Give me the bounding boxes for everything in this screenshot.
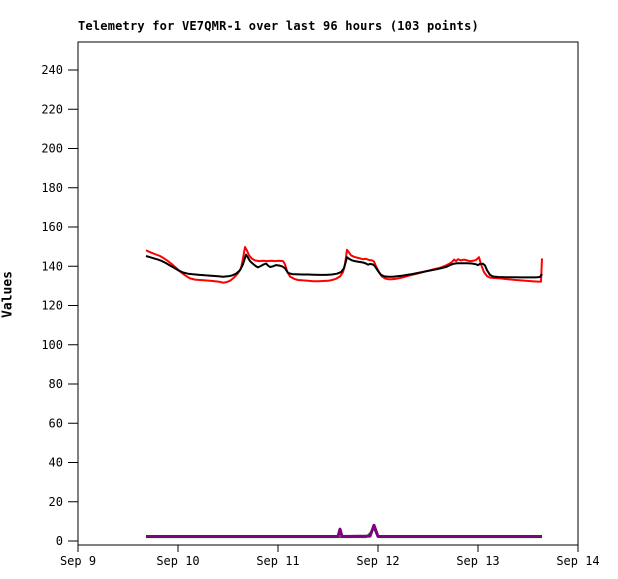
chart-title: Telemetry for VE7QMR-1 over last 96 hour… — [78, 19, 479, 33]
y-tick-label: 20 — [49, 495, 63, 509]
y-tick-label: 160 — [41, 220, 63, 234]
y-tick-label: 120 — [41, 299, 63, 313]
x-tick-label: Sep 9 — [60, 554, 96, 568]
y-tick-label: 200 — [41, 142, 63, 156]
series-line-channel-red — [145, 246, 543, 284]
y-axis-ticks: 0 20 40 60 80 100 120 140 160 180 200 220 240 — [41, 63, 78, 548]
y-tick-label: 0 — [56, 534, 63, 548]
series-line-channel-black — [145, 253, 543, 279]
y-tick-label: 240 — [41, 63, 63, 77]
y-tick-label: 40 — [49, 456, 63, 470]
series-lines — [145, 246, 543, 539]
series-line-channel-purple — [146, 523, 542, 538]
plot-border — [77, 41, 579, 546]
y-tick-label: 60 — [49, 416, 63, 430]
x-tick-label: Sep 13 — [456, 554, 499, 568]
x-tick-label: Sep 10 — [156, 554, 199, 568]
x-tick-label: Sep 14 — [556, 554, 599, 568]
x-axis-ticks: Sep 9 Sep 10 Sep 11 Sep 12 Sep 13 Sep 14 — [60, 545, 600, 568]
x-tick-label: Sep 11 — [256, 554, 299, 568]
x-tick-label: Sep 12 — [356, 554, 399, 568]
y-tick-label: 220 — [41, 102, 63, 116]
y-tick-label: 80 — [49, 377, 63, 391]
y-tick-label: 180 — [41, 181, 63, 195]
y-tick-label: 140 — [41, 259, 63, 273]
y-tick-label: 100 — [41, 338, 63, 352]
